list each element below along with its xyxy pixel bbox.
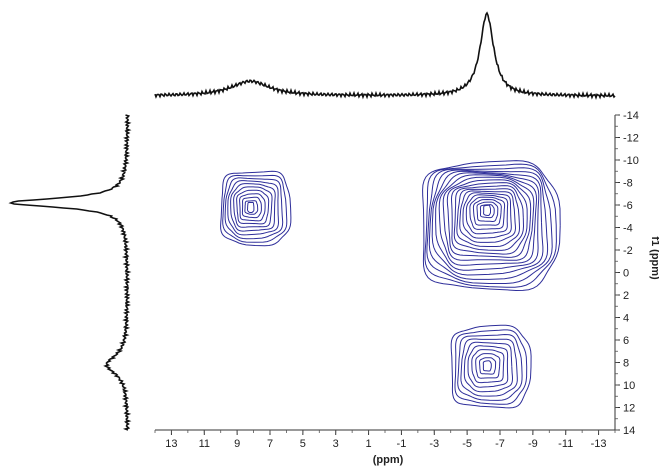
x-tick-label: 5 (300, 438, 306, 450)
contour-level (426, 167, 553, 284)
x-axis-label: (ppm) (373, 454, 404, 466)
contour-level (450, 324, 532, 409)
contour-peak (450, 324, 532, 409)
y-tick-label: 12 (623, 403, 635, 415)
contour-level (465, 194, 509, 235)
contour-level (457, 333, 523, 401)
contour-level (247, 201, 255, 213)
contour-level (482, 360, 492, 372)
left-projection (8, 114, 132, 431)
contour-level (454, 329, 528, 405)
contour-level (459, 190, 517, 243)
contour-level (476, 201, 499, 222)
contour-level (456, 188, 521, 247)
contour-level (220, 170, 292, 247)
y-tick-label: -10 (623, 155, 639, 167)
y-tick-label: -6 (623, 200, 633, 212)
y-tick-label: 2 (623, 290, 629, 302)
contour-level (222, 174, 288, 243)
contour-level (424, 163, 557, 288)
contour-level (475, 353, 501, 379)
y-tick-label: 8 (623, 358, 629, 370)
y-tick-label: -4 (623, 223, 633, 235)
contour-peak (422, 160, 561, 292)
x-tick-label: 7 (267, 438, 273, 450)
x-tick-label: 11 (199, 438, 210, 450)
x-tick-label: 13 (165, 438, 177, 450)
y-tick-label: 10 (623, 380, 635, 392)
x-tick-label: -11 (558, 438, 573, 450)
contour-level (230, 183, 276, 232)
x-tick-label: -1 (397, 438, 407, 450)
contour-level (478, 357, 497, 375)
contour-level (438, 174, 538, 266)
contour-level (239, 193, 266, 222)
x-tick-label: -13 (591, 438, 607, 450)
contour-level (467, 345, 509, 388)
contour-level (463, 341, 514, 393)
contour-level (422, 160, 561, 292)
contour-level (435, 172, 540, 271)
contour-level (244, 200, 259, 215)
contour-level (450, 182, 528, 255)
y-tick-label: 4 (623, 313, 629, 325)
x-axis: 13 11 9 7 5 3 1 -1 -3 -5 -7 -9 -11 -13 (154, 429, 616, 450)
y-tick-label: -2 (623, 245, 633, 257)
contour-level (241, 196, 262, 219)
contour-level (471, 349, 505, 384)
x-tick-label: 9 (234, 438, 240, 450)
contour-level (227, 180, 280, 236)
contour-level (442, 176, 535, 261)
contour-level (236, 189, 270, 225)
contour-level (472, 198, 502, 226)
y-tick-label: 0 (623, 268, 629, 280)
y-axis: -14 -12 -10 -8 -6 -4 -2 0 2 4 6 8 10 12 14 (614, 110, 639, 437)
y-axis-label: f1 (ppm) (649, 236, 659, 280)
contour-peak (220, 170, 292, 247)
contour-level (453, 185, 525, 251)
contour-level (479, 204, 495, 219)
left-projection-trace (8, 114, 132, 431)
y-tick-label: -12 (623, 133, 639, 145)
x-tick-label: 1 (366, 438, 372, 450)
contour-plot-area (220, 160, 561, 409)
contour-level (224, 177, 284, 240)
contour-level (483, 204, 491, 216)
contour-level (431, 170, 544, 276)
y-tick-label: 14 (623, 425, 635, 437)
x-tick-label: -5 (462, 438, 472, 450)
y-tick-label: -14 (623, 110, 639, 122)
contour-level (462, 192, 512, 239)
contour-level (469, 196, 506, 230)
contour-level (460, 338, 518, 397)
x-tick-label: -9 (528, 438, 538, 450)
x-tick-label: -3 (429, 438, 439, 450)
contour-level (446, 179, 532, 258)
contour-level (428, 169, 549, 280)
x-tick-label: -7 (495, 438, 505, 450)
y-tick-label: 6 (623, 335, 629, 347)
y-tick-label: -8 (623, 178, 633, 190)
x-tick-label: 3 (333, 438, 339, 450)
top-projection-trace (154, 11, 616, 100)
top-projection (154, 11, 616, 100)
contour-level (233, 186, 273, 228)
